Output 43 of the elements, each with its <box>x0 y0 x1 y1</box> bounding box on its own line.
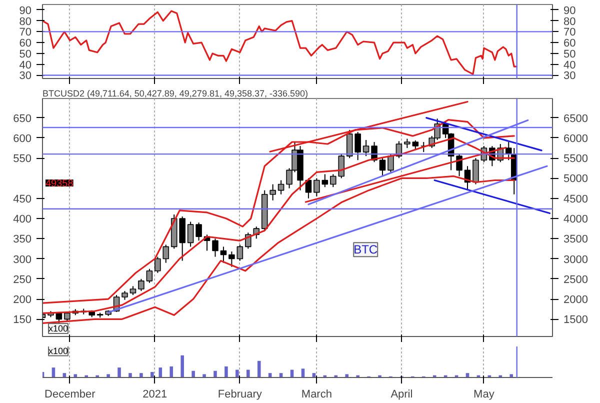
chart-title: BTCUSD2 (49,711.64, 50,427.89, 49,279.81, 49,358.37, -336.590) <box>42 88 308 98</box>
y2-tick-label: 4000 <box>564 214 588 226</box>
y2-tick-label: 60 <box>564 38 576 50</box>
y-tick-label: 40 <box>19 59 32 72</box>
y-tick-label: 80 <box>19 16 32 28</box>
y-tick-label: 350 <box>13 234 32 246</box>
y-tick-label: 60 <box>19 38 32 50</box>
y-tick-label: 30 <box>19 70 32 82</box>
x-tick-label: May <box>474 388 495 400</box>
y2-tick-label: 80 <box>564 16 576 28</box>
y-tick-label: 600 <box>13 132 32 145</box>
y2-tick-label: 5500 <box>564 153 588 166</box>
y-tick-label: 450 <box>13 193 32 206</box>
y-tick-label: 50 <box>19 48 32 60</box>
y2-tick-label: 3500 <box>564 234 588 246</box>
x-tick-label: February <box>218 388 262 400</box>
y2-tick-label: 1500 <box>564 314 588 326</box>
x-tick-label: March <box>301 388 332 400</box>
y-tick-label: 90 <box>19 4 32 17</box>
y2-tick-label: 2500 <box>564 274 588 286</box>
annotation: BTC <box>354 242 378 257</box>
y2-tick-label: 5000 <box>564 173 588 186</box>
x-tick-label: April <box>390 388 413 400</box>
y-tick-label: 70 <box>19 26 32 39</box>
x-tick-label: December <box>44 388 96 400</box>
y2-tick-label: 2000 <box>564 294 588 306</box>
y-tick-label: 400 <box>13 214 32 226</box>
y2-tick-label: 30 <box>564 70 576 82</box>
y2-tick-label: 40 <box>564 59 576 72</box>
y2-tick-label: 70 <box>564 26 576 39</box>
y2-tick-label: 3000 <box>564 254 588 266</box>
y2-tick-label: 90 <box>564 4 576 17</box>
y2-tick-label: 6000 <box>564 132 588 145</box>
x-tick-label: 2021 <box>142 388 168 400</box>
y-tick-label: 250 <box>13 274 32 286</box>
y2-tick-label: 6500 <box>564 112 588 125</box>
y-tick-label: 550 <box>13 153 32 166</box>
y2-tick-label: 4500 <box>564 193 588 206</box>
y-tick-label: 200 <box>13 294 32 306</box>
y2-tick-label: 50 <box>564 48 576 60</box>
y-tick-label: 650 <box>13 112 32 125</box>
y-tick-label: 300 <box>13 254 32 266</box>
y-tick-label: 150 <box>13 314 32 326</box>
